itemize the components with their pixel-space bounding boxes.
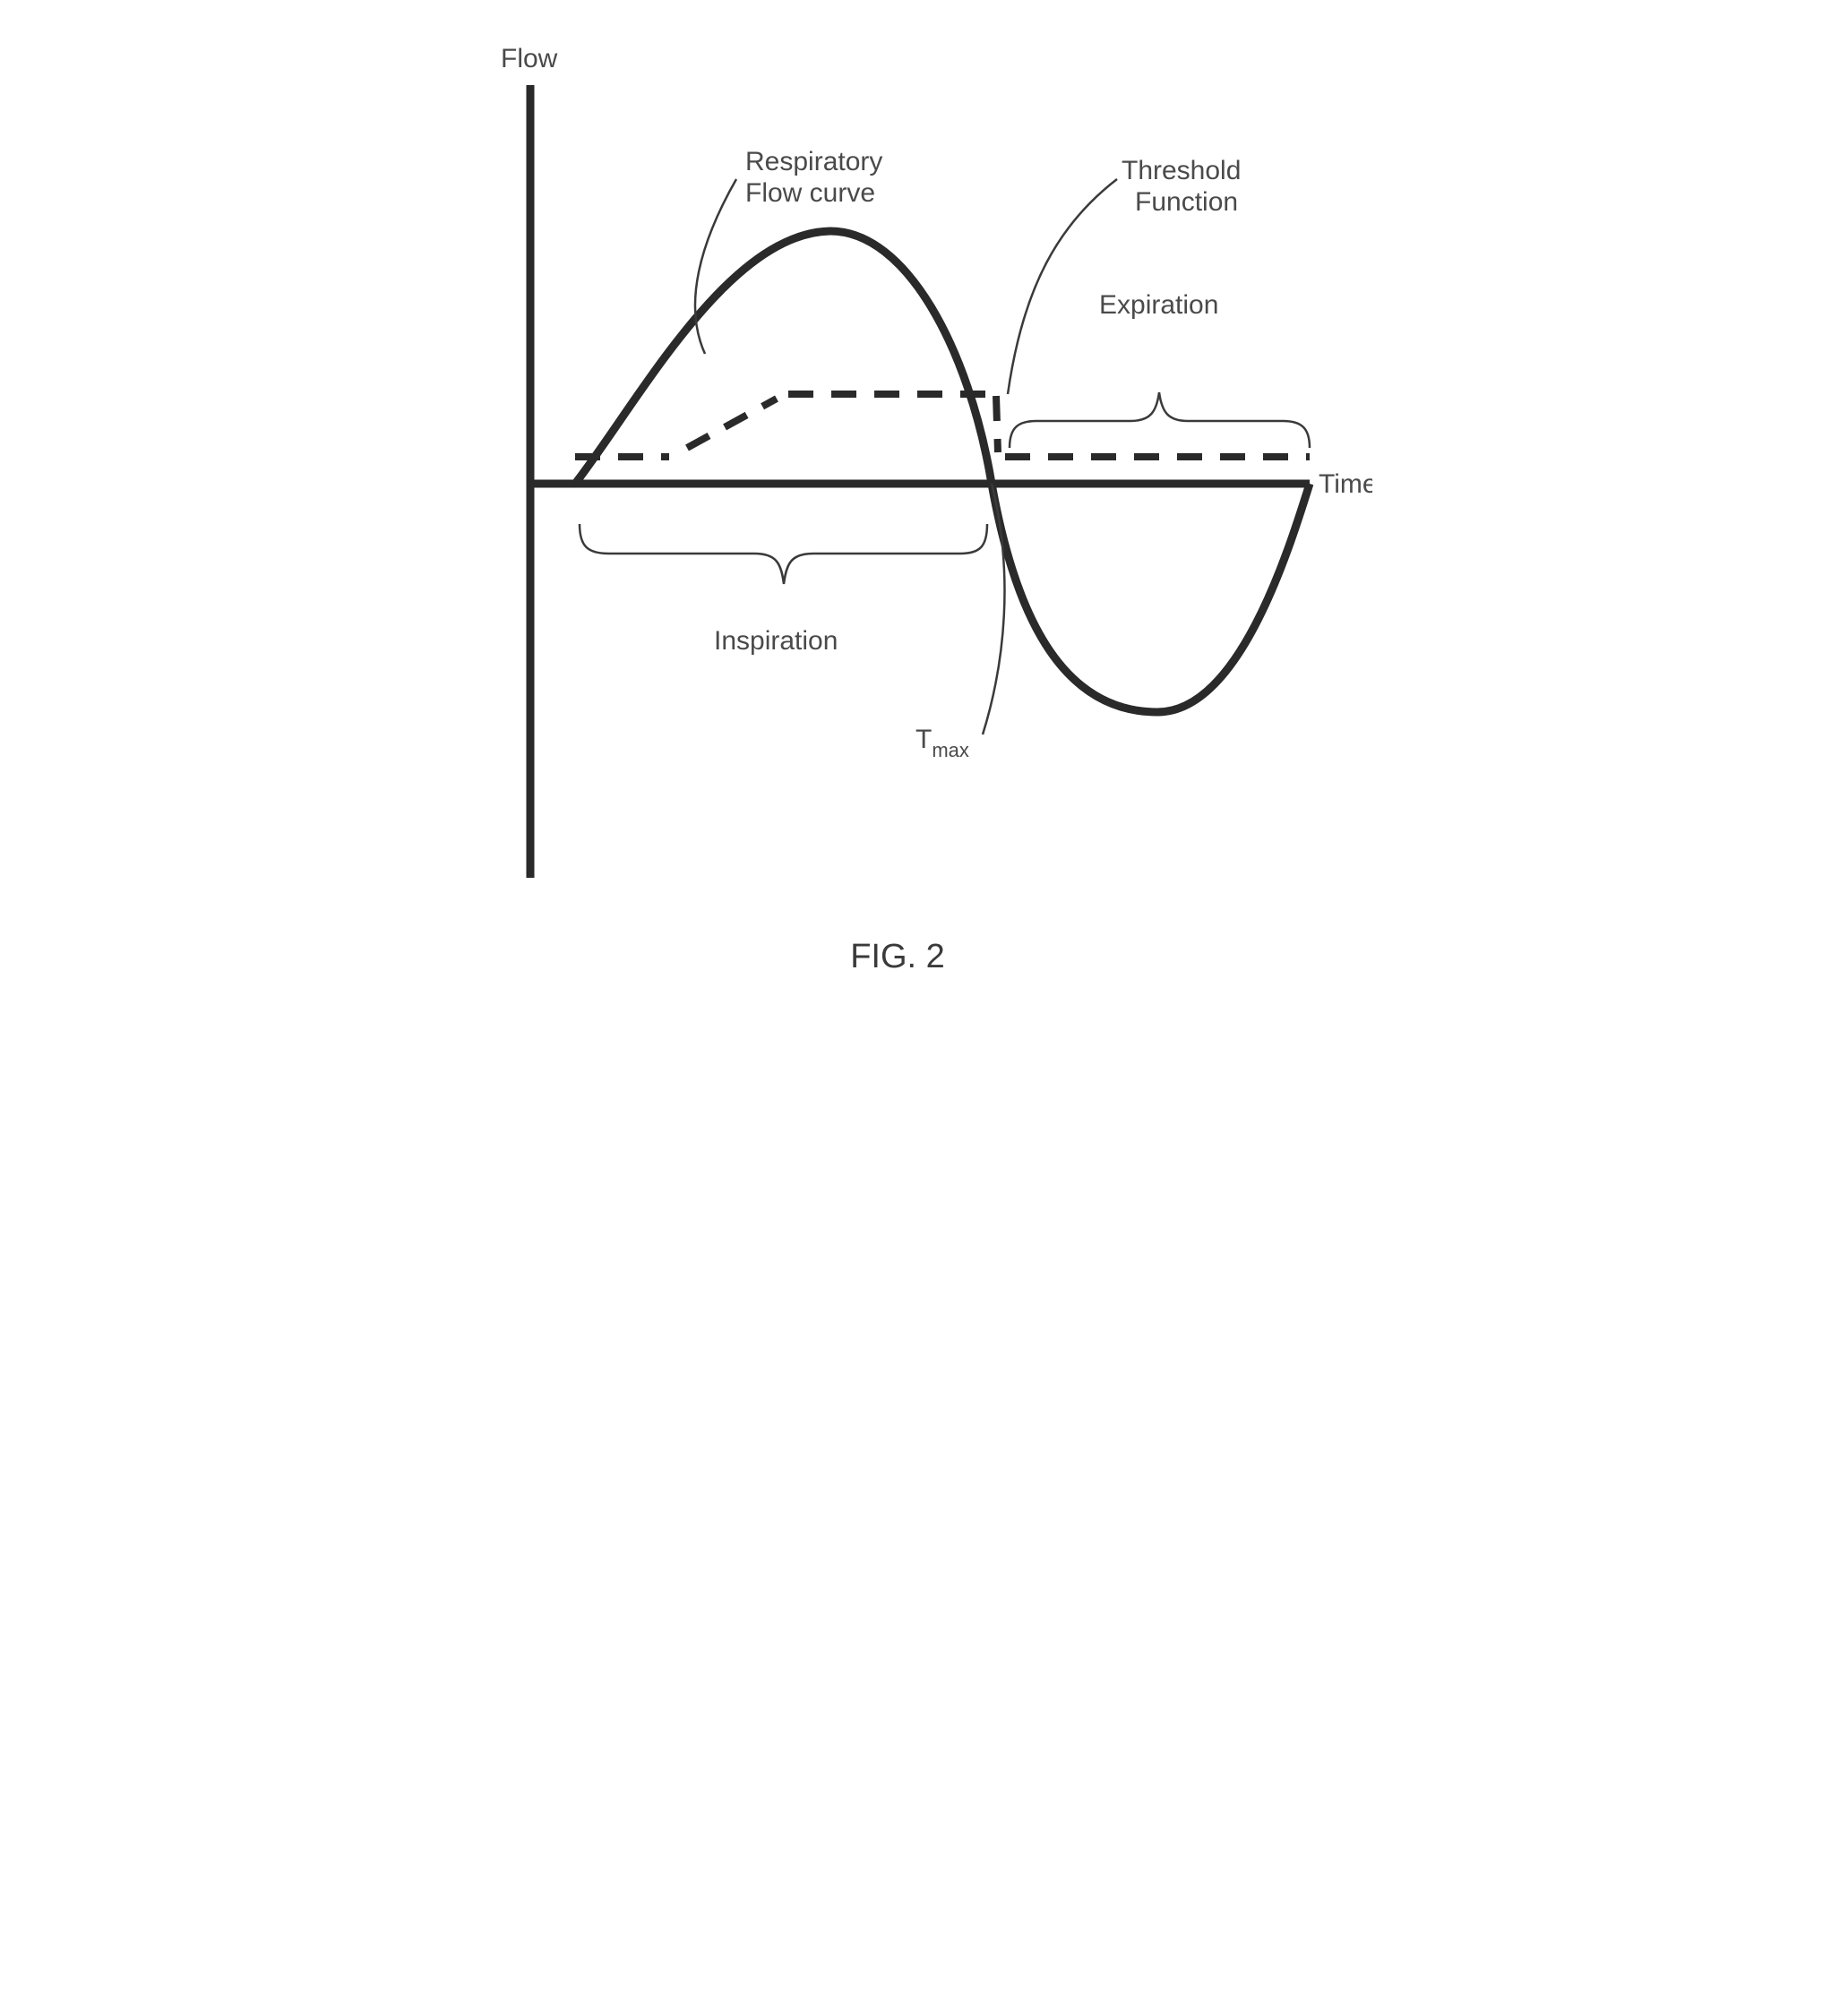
threshold-label-1: Threshold — [1122, 156, 1241, 185]
threshold-label-2: Function — [1135, 187, 1238, 217]
tmax-sub: max — [932, 739, 969, 761]
expiration-brace — [1010, 392, 1310, 448]
respiratory-label-1: Respiratory — [745, 147, 882, 176]
inspiration-brace — [580, 524, 987, 584]
respiratory-label-2: Flow curve — [745, 178, 875, 208]
y-axis-label: Flow — [501, 44, 558, 73]
threshold-function-line — [575, 394, 1310, 457]
expiration-label: Expiration — [1099, 290, 1218, 320]
tmax-base: T — [915, 725, 932, 754]
tmax-label: Tmax — [915, 725, 969, 761]
figure-caption: FIG. 2 — [850, 938, 945, 975]
threshold-leader — [1008, 179, 1117, 394]
figure-container: Flow Time Respiratory Flow curve Thresho… — [477, 36, 1372, 1003]
respiratory-leader — [694, 179, 735, 354]
x-axis-label: Time — [1319, 469, 1372, 499]
inspiration-label: Inspiration — [714, 626, 838, 656]
figure-svg: Flow Time Respiratory Flow curve Thresho… — [477, 36, 1372, 1003]
